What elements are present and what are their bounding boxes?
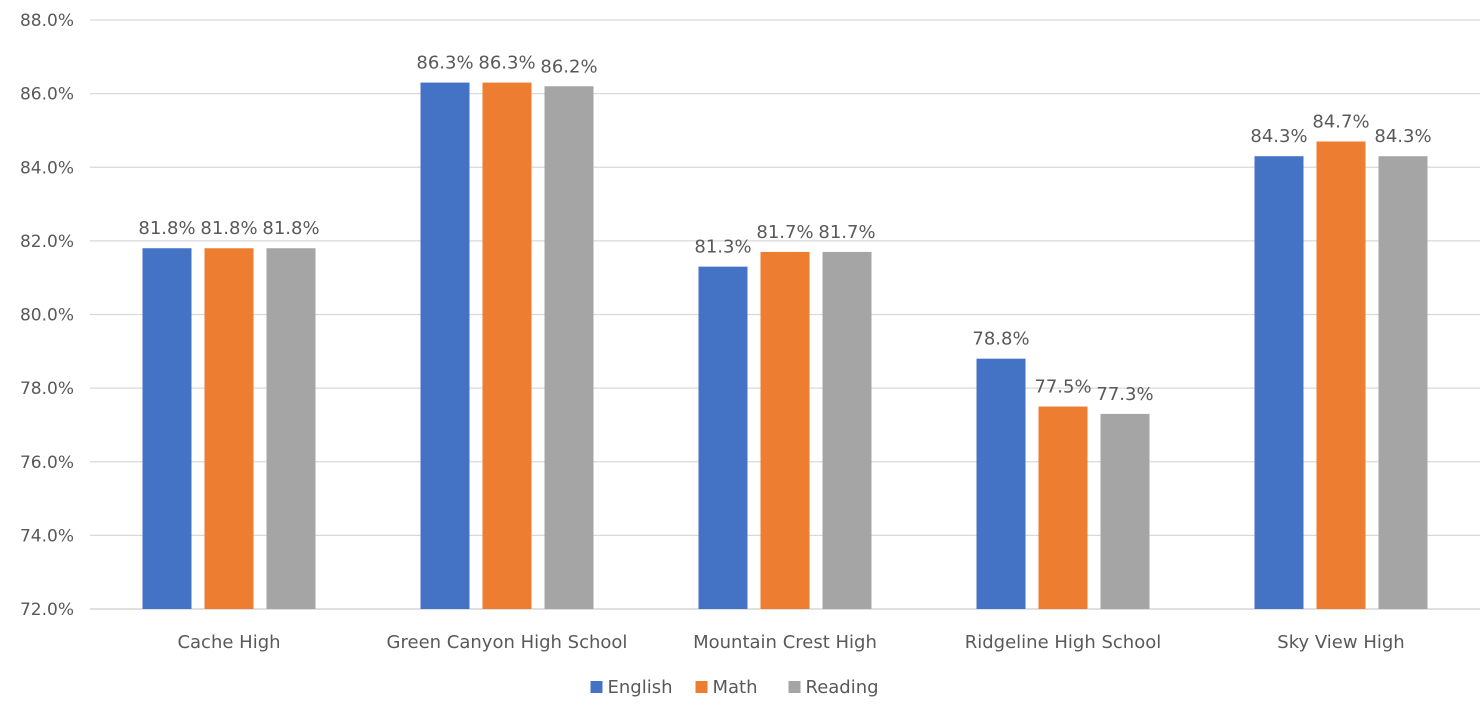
y-tick-label: 88.0% (20, 11, 74, 31)
bar-english-4 (1254, 156, 1304, 610)
x-category-label: Ridgeline High School (965, 632, 1162, 653)
x-category-label: Green Canyon High School (387, 632, 628, 653)
y-tick-label: 72.0% (20, 600, 74, 620)
y-tick-label: 76.0% (20, 453, 74, 473)
legend-item-english: English (590, 677, 673, 698)
bar-math-2 (760, 251, 810, 609)
data-label: 86.3% (478, 53, 535, 74)
legend: English Math Reading (590, 677, 879, 698)
data-label: 86.2% (540, 56, 597, 77)
legend-swatch (590, 681, 603, 693)
bar-reading-4 (1378, 156, 1428, 610)
bar-reading-3 (1100, 413, 1150, 609)
data-label: 81.7% (818, 222, 875, 243)
legend-item-math: Math (695, 677, 758, 698)
bar-reading-1 (544, 86, 594, 609)
legend-label: English (608, 677, 673, 698)
y-tick-label: 80.0% (20, 306, 74, 326)
data-label: 77.5% (1034, 377, 1091, 398)
bar-english-2 (698, 266, 748, 609)
data-label: 84.7% (1312, 111, 1369, 132)
y-tick-label: 74.0% (20, 526, 74, 546)
data-label: 81.8% (262, 218, 319, 239)
x-category-label: Mountain Crest High (693, 632, 877, 653)
y-tick-label: 78.0% (20, 379, 74, 399)
legend-item-reading: Reading (788, 677, 879, 698)
y-tick-label: 82.0% (20, 232, 74, 252)
data-label: 81.8% (200, 218, 257, 239)
x-category-label: Sky View High (1277, 632, 1404, 653)
data-labels: 81.8% 81.8% 81.8%86.3% 86.3% 86.2%81.3%81.7%… (138, 53, 1431, 405)
y-tick-label: 86.0% (20, 85, 74, 105)
data-label: 84.3% (1374, 126, 1431, 147)
bar-reading-0 (266, 248, 316, 610)
data-label: 78.8% (972, 329, 1029, 350)
bar-english-1 (420, 82, 470, 610)
data-label: 81.3% (694, 237, 751, 258)
bar-math-3 (1038, 406, 1088, 609)
x-category-label: Cache High (177, 632, 280, 653)
data-label: 81.8% (138, 218, 195, 239)
legend-label: Math (713, 677, 758, 698)
bar-english-0 (142, 248, 192, 610)
y-axis-tick-labels: 72.0% 74.0% 76.0% 78.0% 80.0% 82.0% 84.0% 86.0%… (20, 11, 74, 620)
bar-reading-2 (822, 251, 872, 609)
bars (142, 82, 1428, 610)
legend-swatch (695, 681, 708, 693)
bar-math-0 (204, 248, 254, 610)
data-label: 81.7% (756, 222, 813, 243)
data-label: 84.3% (1250, 126, 1307, 147)
x-axis-category-labels: Cache High Green Canyon High School Mounta… (177, 632, 1404, 653)
bar-english-3 (976, 358, 1026, 609)
legend-swatch (788, 681, 801, 693)
bar-math-4 (1316, 141, 1366, 609)
data-label: 77.3% (1096, 384, 1153, 405)
y-tick-label: 84.0% (20, 158, 74, 178)
bar-math-1 (482, 82, 532, 610)
data-label: 86.3% (416, 53, 473, 74)
legend-label: Reading (806, 677, 879, 698)
